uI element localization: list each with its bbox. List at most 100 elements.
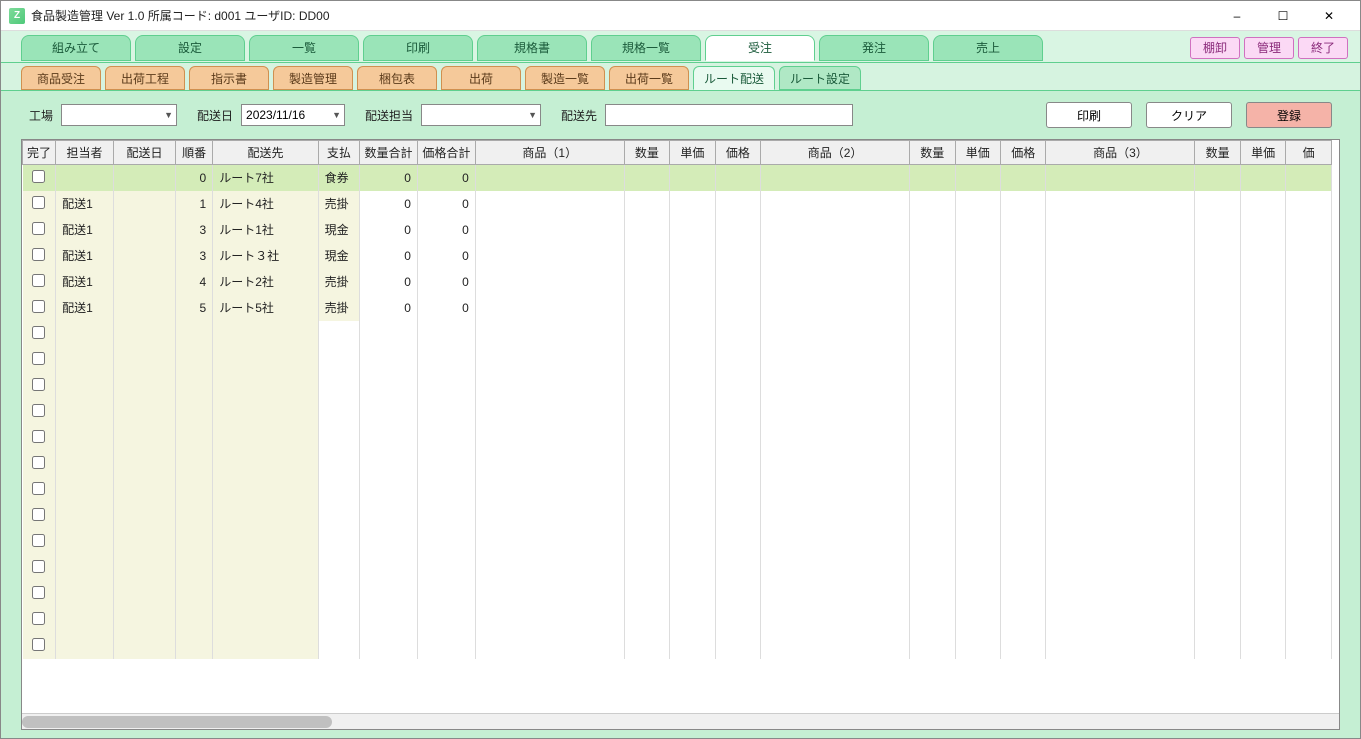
empty-cell[interactable]	[475, 503, 624, 529]
price-total-cell[interactable]: 0	[417, 295, 475, 321]
empty-cell[interactable]	[1195, 529, 1240, 555]
empty-cell[interactable]	[670, 425, 715, 451]
empty-cell[interactable]	[910, 581, 955, 607]
product-cell[interactable]	[955, 243, 1000, 269]
empty-cell[interactable]	[955, 503, 1000, 529]
done-checkbox[interactable]	[32, 222, 45, 235]
empty-cell[interactable]	[624, 373, 669, 399]
empty-cell[interactable]	[1001, 451, 1046, 477]
empty-cell[interactable]	[955, 451, 1000, 477]
empty-cell[interactable]	[113, 503, 175, 529]
factory-dropdown[interactable]: ▼	[61, 104, 177, 126]
product-cell[interactable]	[1286, 217, 1332, 243]
empty-cell[interactable]	[1240, 529, 1285, 555]
table-row[interactable]	[23, 555, 1332, 581]
empty-cell[interactable]	[670, 347, 715, 373]
empty-cell[interactable]	[318, 373, 359, 399]
empty-cell[interactable]	[624, 503, 669, 529]
product-cell[interactable]	[715, 269, 760, 295]
dest-input[interactable]	[605, 104, 853, 126]
empty-cell[interactable]	[1046, 373, 1195, 399]
empty-cell[interactable]	[715, 321, 760, 347]
empty-cell[interactable]	[475, 347, 624, 373]
empty-cell[interactable]	[1240, 425, 1285, 451]
empty-cell[interactable]	[1240, 399, 1285, 425]
done-checkbox[interactable]	[32, 326, 45, 339]
done-checkbox[interactable]	[32, 378, 45, 391]
empty-cell[interactable]	[1286, 607, 1332, 633]
product-cell[interactable]	[624, 191, 669, 217]
pay-cell[interactable]: 売掛	[318, 295, 359, 321]
empty-cell[interactable]	[360, 399, 418, 425]
empty-cell[interactable]	[715, 529, 760, 555]
column-header[interactable]: 担当者	[56, 141, 114, 165]
empty-cell[interactable]	[213, 581, 318, 607]
column-header[interactable]: 配送日	[113, 141, 175, 165]
table-row[interactable]	[23, 581, 1332, 607]
product-cell[interactable]	[955, 191, 1000, 217]
empty-cell[interactable]	[318, 425, 359, 451]
empty-cell[interactable]	[1286, 633, 1332, 659]
done-checkbox[interactable]	[32, 274, 45, 287]
empty-cell[interactable]	[113, 529, 175, 555]
empty-cell[interactable]	[176, 321, 213, 347]
column-header[interactable]: 数量合計	[360, 141, 418, 165]
empty-cell[interactable]	[56, 607, 114, 633]
product-cell[interactable]	[1286, 269, 1332, 295]
column-header[interactable]: 価	[1286, 141, 1332, 165]
dest-cell[interactable]: ルート1社	[213, 217, 318, 243]
column-header[interactable]: 単価	[670, 141, 715, 165]
empty-cell[interactable]	[624, 425, 669, 451]
product-cell[interactable]	[1240, 217, 1285, 243]
empty-cell[interactable]	[475, 477, 624, 503]
empty-cell[interactable]	[213, 477, 318, 503]
product-cell[interactable]	[761, 243, 910, 269]
order-cell[interactable]: 5	[176, 295, 213, 321]
product-cell[interactable]	[1195, 295, 1240, 321]
table-row[interactable]	[23, 347, 1332, 373]
empty-cell[interactable]	[670, 581, 715, 607]
qty-total-cell[interactable]: 0	[360, 295, 418, 321]
product-cell[interactable]	[1195, 269, 1240, 295]
empty-cell[interactable]	[417, 607, 475, 633]
empty-cell[interactable]	[670, 503, 715, 529]
empty-cell[interactable]	[417, 321, 475, 347]
empty-cell[interactable]	[1240, 451, 1285, 477]
table-row[interactable]	[23, 373, 1332, 399]
product-cell[interactable]	[1286, 191, 1332, 217]
empty-cell[interactable]	[475, 633, 624, 659]
sub-tab[interactable]: 指示書	[189, 66, 269, 90]
empty-cell[interactable]	[1195, 477, 1240, 503]
product-cell[interactable]	[1001, 191, 1046, 217]
empty-cell[interactable]	[360, 425, 418, 451]
empty-cell[interactable]	[1001, 425, 1046, 451]
empty-cell[interactable]	[761, 321, 910, 347]
empty-cell[interactable]	[624, 529, 669, 555]
empty-cell[interactable]	[176, 555, 213, 581]
empty-cell[interactable]	[56, 581, 114, 607]
done-checkbox[interactable]	[32, 430, 45, 443]
price-total-cell[interactable]: 0	[417, 165, 475, 191]
product-cell[interactable]	[910, 165, 955, 191]
dest-cell[interactable]: ルート4社	[213, 191, 318, 217]
price-total-cell[interactable]: 0	[417, 217, 475, 243]
product-cell[interactable]	[1046, 295, 1195, 321]
column-header[interactable]: 価格	[715, 141, 760, 165]
column-header[interactable]: 配送先	[213, 141, 318, 165]
empty-cell[interactable]	[670, 373, 715, 399]
product-cell[interactable]	[955, 217, 1000, 243]
table-row[interactable]	[23, 425, 1332, 451]
product-cell[interactable]	[475, 217, 624, 243]
table-row[interactable]: 0ルート7社食券00	[23, 165, 1332, 191]
print-button[interactable]: 印刷	[1046, 102, 1132, 128]
empty-cell[interactable]	[318, 581, 359, 607]
empty-cell[interactable]	[213, 451, 318, 477]
product-cell[interactable]	[761, 217, 910, 243]
empty-cell[interactable]	[624, 607, 669, 633]
empty-cell[interactable]	[1001, 399, 1046, 425]
empty-cell[interactable]	[176, 581, 213, 607]
product-cell[interactable]	[475, 269, 624, 295]
column-header[interactable]: 完了	[23, 141, 56, 165]
sub-tab[interactable]: ルート配送	[693, 66, 775, 90]
price-total-cell[interactable]: 0	[417, 269, 475, 295]
